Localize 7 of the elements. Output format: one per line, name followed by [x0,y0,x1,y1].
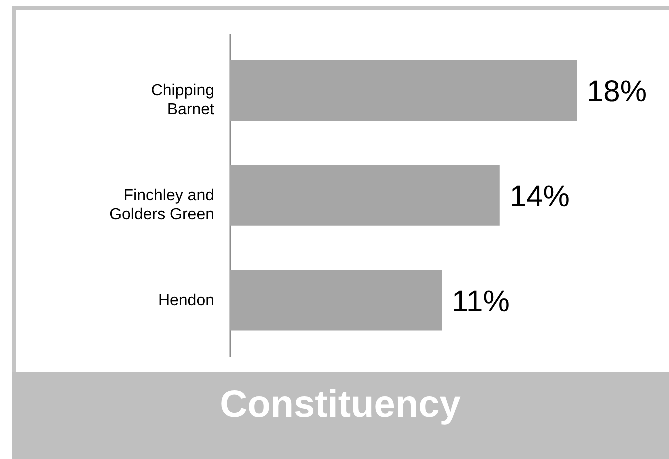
x-axis-title: Constituency [219,383,462,428]
y-tick-label: Chipping Barnet [151,82,216,119]
data-label: 18% [587,76,648,109]
data-label: 14% [510,180,570,214]
y-tick-label: Hendon [158,292,214,310]
data-label: 11% [452,285,510,318]
y-tick-label: Finchley and Golders Green [110,188,214,224]
